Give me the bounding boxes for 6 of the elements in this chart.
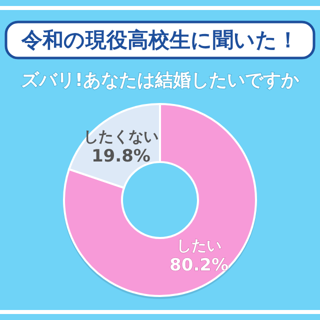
slice-label: したい <box>176 236 222 254</box>
chart-title: 令和の現役高校生に聞いた！ <box>20 28 298 52</box>
slice-label: したくない <box>83 128 158 146</box>
data-label: 80.2% <box>170 255 229 276</box>
chart-subtitle: ズバリ!あなたは結婚したいですか <box>20 70 300 91</box>
data-label: 19.8% <box>91 146 150 167</box>
